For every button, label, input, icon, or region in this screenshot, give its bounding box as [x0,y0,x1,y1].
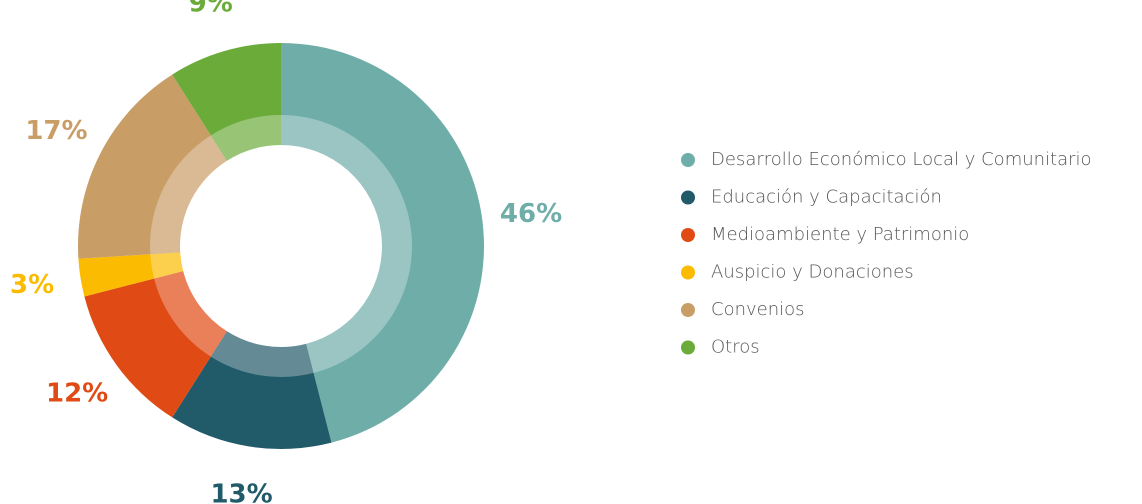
value-label: 17% [25,116,87,146]
legend-label: Auspicio y Donaciones [711,262,914,283]
legend-label: Medioambiente y Patrimonio [711,224,969,245]
legend-marker [681,190,695,205]
value-label: 46% [500,199,562,229]
donut-inner-band [281,115,413,373]
legend-marker [681,340,695,355]
legend-marker [681,153,695,167]
donut-segment [78,74,227,259]
legend-label: Desarrollo Económico Local y Comunitario [711,149,1092,170]
value-label: 9% [189,0,233,19]
legend-marker [681,228,695,242]
value-label: 12% [46,379,108,409]
donut-segment [281,42,485,443]
legend-marker [681,303,695,317]
legend-label: Convenios [711,299,805,320]
value-label: 3% [10,270,54,300]
donut-inner-band [154,271,227,357]
donut-segment [78,252,184,297]
donut-inner-band [210,115,281,161]
donut-inner-band [150,135,227,255]
donut-segment [172,331,332,449]
legend-label: Otros [711,337,760,358]
donut-inner-band [150,252,184,279]
donut-inner-band [210,331,314,378]
legend-marker [681,265,695,280]
legend-label: Educación y Capacitación [711,187,942,208]
value-label: 13% [210,479,272,504]
donut-segment [84,271,227,418]
donut-segment [172,43,281,161]
